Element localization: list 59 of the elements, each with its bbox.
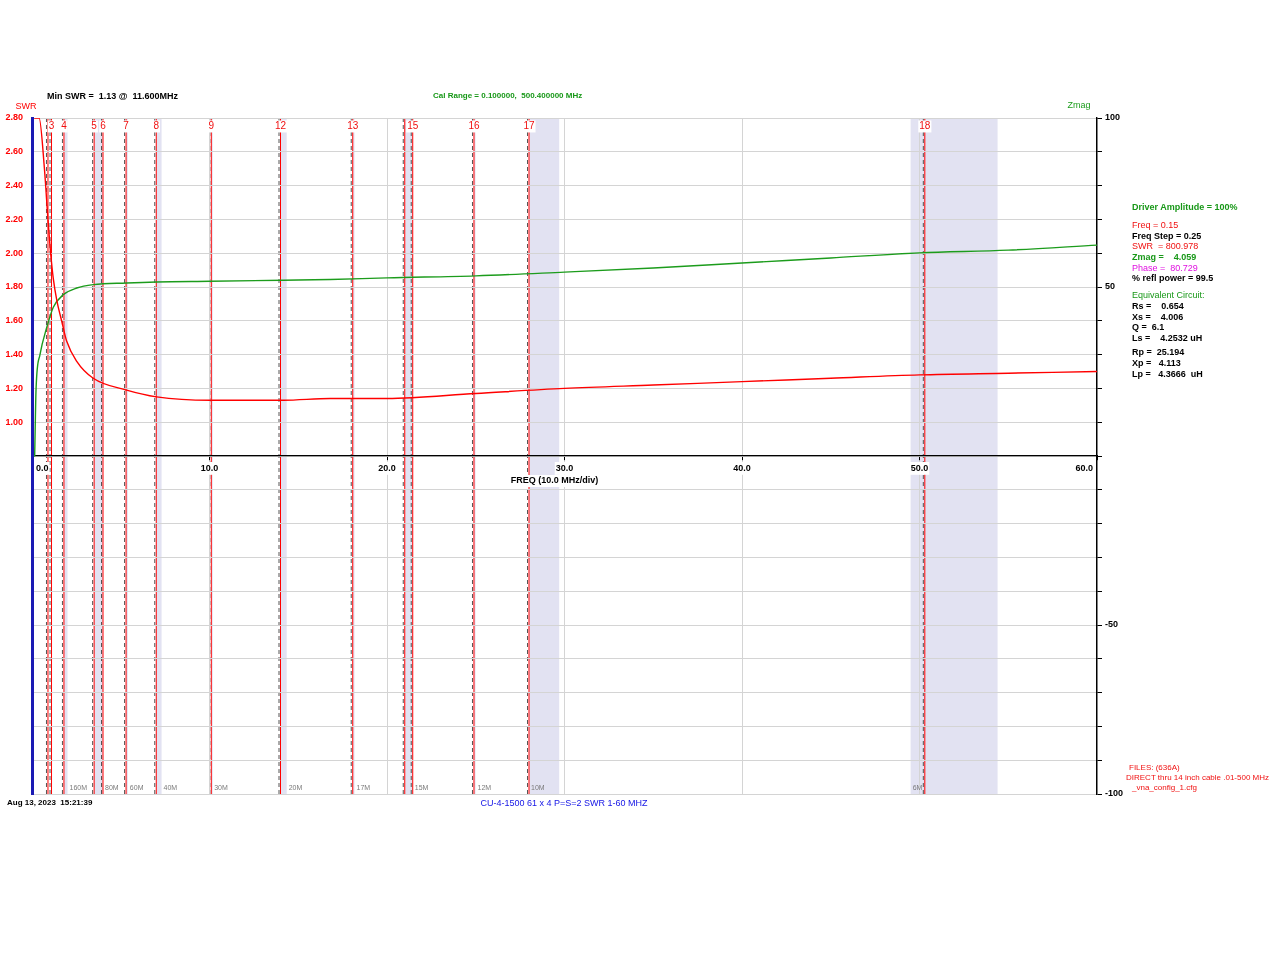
y-tick-label: 2.40 xyxy=(5,180,23,191)
y-tick-label: 1.20 xyxy=(5,382,23,393)
annotation: 15 xyxy=(407,120,419,132)
text: SWR = 800.978 xyxy=(1132,240,1199,251)
y-tick-label: 1.00 xyxy=(5,416,23,427)
annotation: 16 xyxy=(468,120,480,132)
annotation: 4 xyxy=(61,120,68,132)
text: % refl power = 99.5 xyxy=(1132,272,1214,283)
annotation: 17 xyxy=(523,120,535,132)
text: Lp = 4.3666 uH xyxy=(1132,368,1203,378)
text: Equivalent Circuit: xyxy=(1132,289,1205,300)
y-tick-label: 2.00 xyxy=(5,247,23,258)
text: Freq Step = 0.25 xyxy=(1132,230,1202,240)
y2-tick-label: -50 xyxy=(1105,619,1119,630)
text: Freq = 0.15 xyxy=(1132,219,1179,230)
text: Aug 13, 2023 15:21:39 xyxy=(7,798,93,807)
x-axis-title: FREQ (10.0 MHz/div) xyxy=(510,475,599,486)
y2-tick-label: 50 xyxy=(1105,281,1116,292)
text: CU-4-1500 61 x 4 P=S=2 SWR 1-60 MHZ xyxy=(480,797,648,808)
text: Ls = 4.2532 uH xyxy=(1132,332,1203,343)
text: FILES: (636A) xyxy=(1129,763,1180,772)
x-tick-label: 0.0 xyxy=(36,462,49,473)
text: Cal Range = 0.100000, 500.400000 MHz xyxy=(433,91,583,100)
text: Xs = 4.006 xyxy=(1132,311,1184,321)
y-tick-label: 1.40 xyxy=(5,349,23,360)
y-tick-label: 2.60 xyxy=(5,146,23,157)
annotation: 13 xyxy=(347,120,359,132)
annotation: 9 xyxy=(208,120,215,132)
annotation: 7 xyxy=(123,120,130,132)
y-tick-label: 2.20 xyxy=(5,213,23,224)
x-tick-label: 20.0 xyxy=(378,462,396,473)
x-tick-label: 30.0 xyxy=(555,462,574,473)
x-tick-label: 40.0 xyxy=(733,462,751,473)
annotation: 6 xyxy=(100,120,107,132)
annotation: 8 xyxy=(153,120,160,132)
y-axis-title: SWR xyxy=(15,101,37,112)
annotation: 18 xyxy=(919,120,931,132)
y-tick-label: 1.60 xyxy=(5,315,23,326)
text: Phase = 80.729 xyxy=(1132,262,1198,272)
y2-tick-label: 100 xyxy=(1105,112,1121,123)
text: Rs = 0.654 xyxy=(1132,300,1184,311)
y2-axis-title: Zmag xyxy=(1067,100,1091,111)
text: _vna_config_1.cfg xyxy=(1132,783,1197,792)
x-tick-label: 60.0 xyxy=(1075,462,1093,473)
annotation: 5 xyxy=(91,120,98,132)
text: DIRECT thru 14 inch cable .01-500 MHz xyxy=(1126,773,1270,782)
x-tick-label: 50.0 xyxy=(910,462,929,473)
text: Min SWR = 1.13 @ 11.600MHz xyxy=(47,90,179,101)
text: Zmag = 4.059 xyxy=(1132,251,1197,262)
y-tick-label: 1.80 xyxy=(5,281,23,292)
annotation: 3 xyxy=(48,120,55,132)
annotation: 12 xyxy=(274,120,287,132)
text: Xp = 4.113 xyxy=(1132,357,1181,368)
x-tick-label: 10.0 xyxy=(200,462,219,473)
y2-tick-label: -100 xyxy=(1105,788,1124,799)
y-tick-label: 2.80 xyxy=(5,112,23,123)
text: Q = 6.1 xyxy=(1132,321,1165,332)
text: Driver Amplitude = 100% xyxy=(1132,201,1238,212)
text: Rp = 25.194 xyxy=(1132,346,1185,357)
